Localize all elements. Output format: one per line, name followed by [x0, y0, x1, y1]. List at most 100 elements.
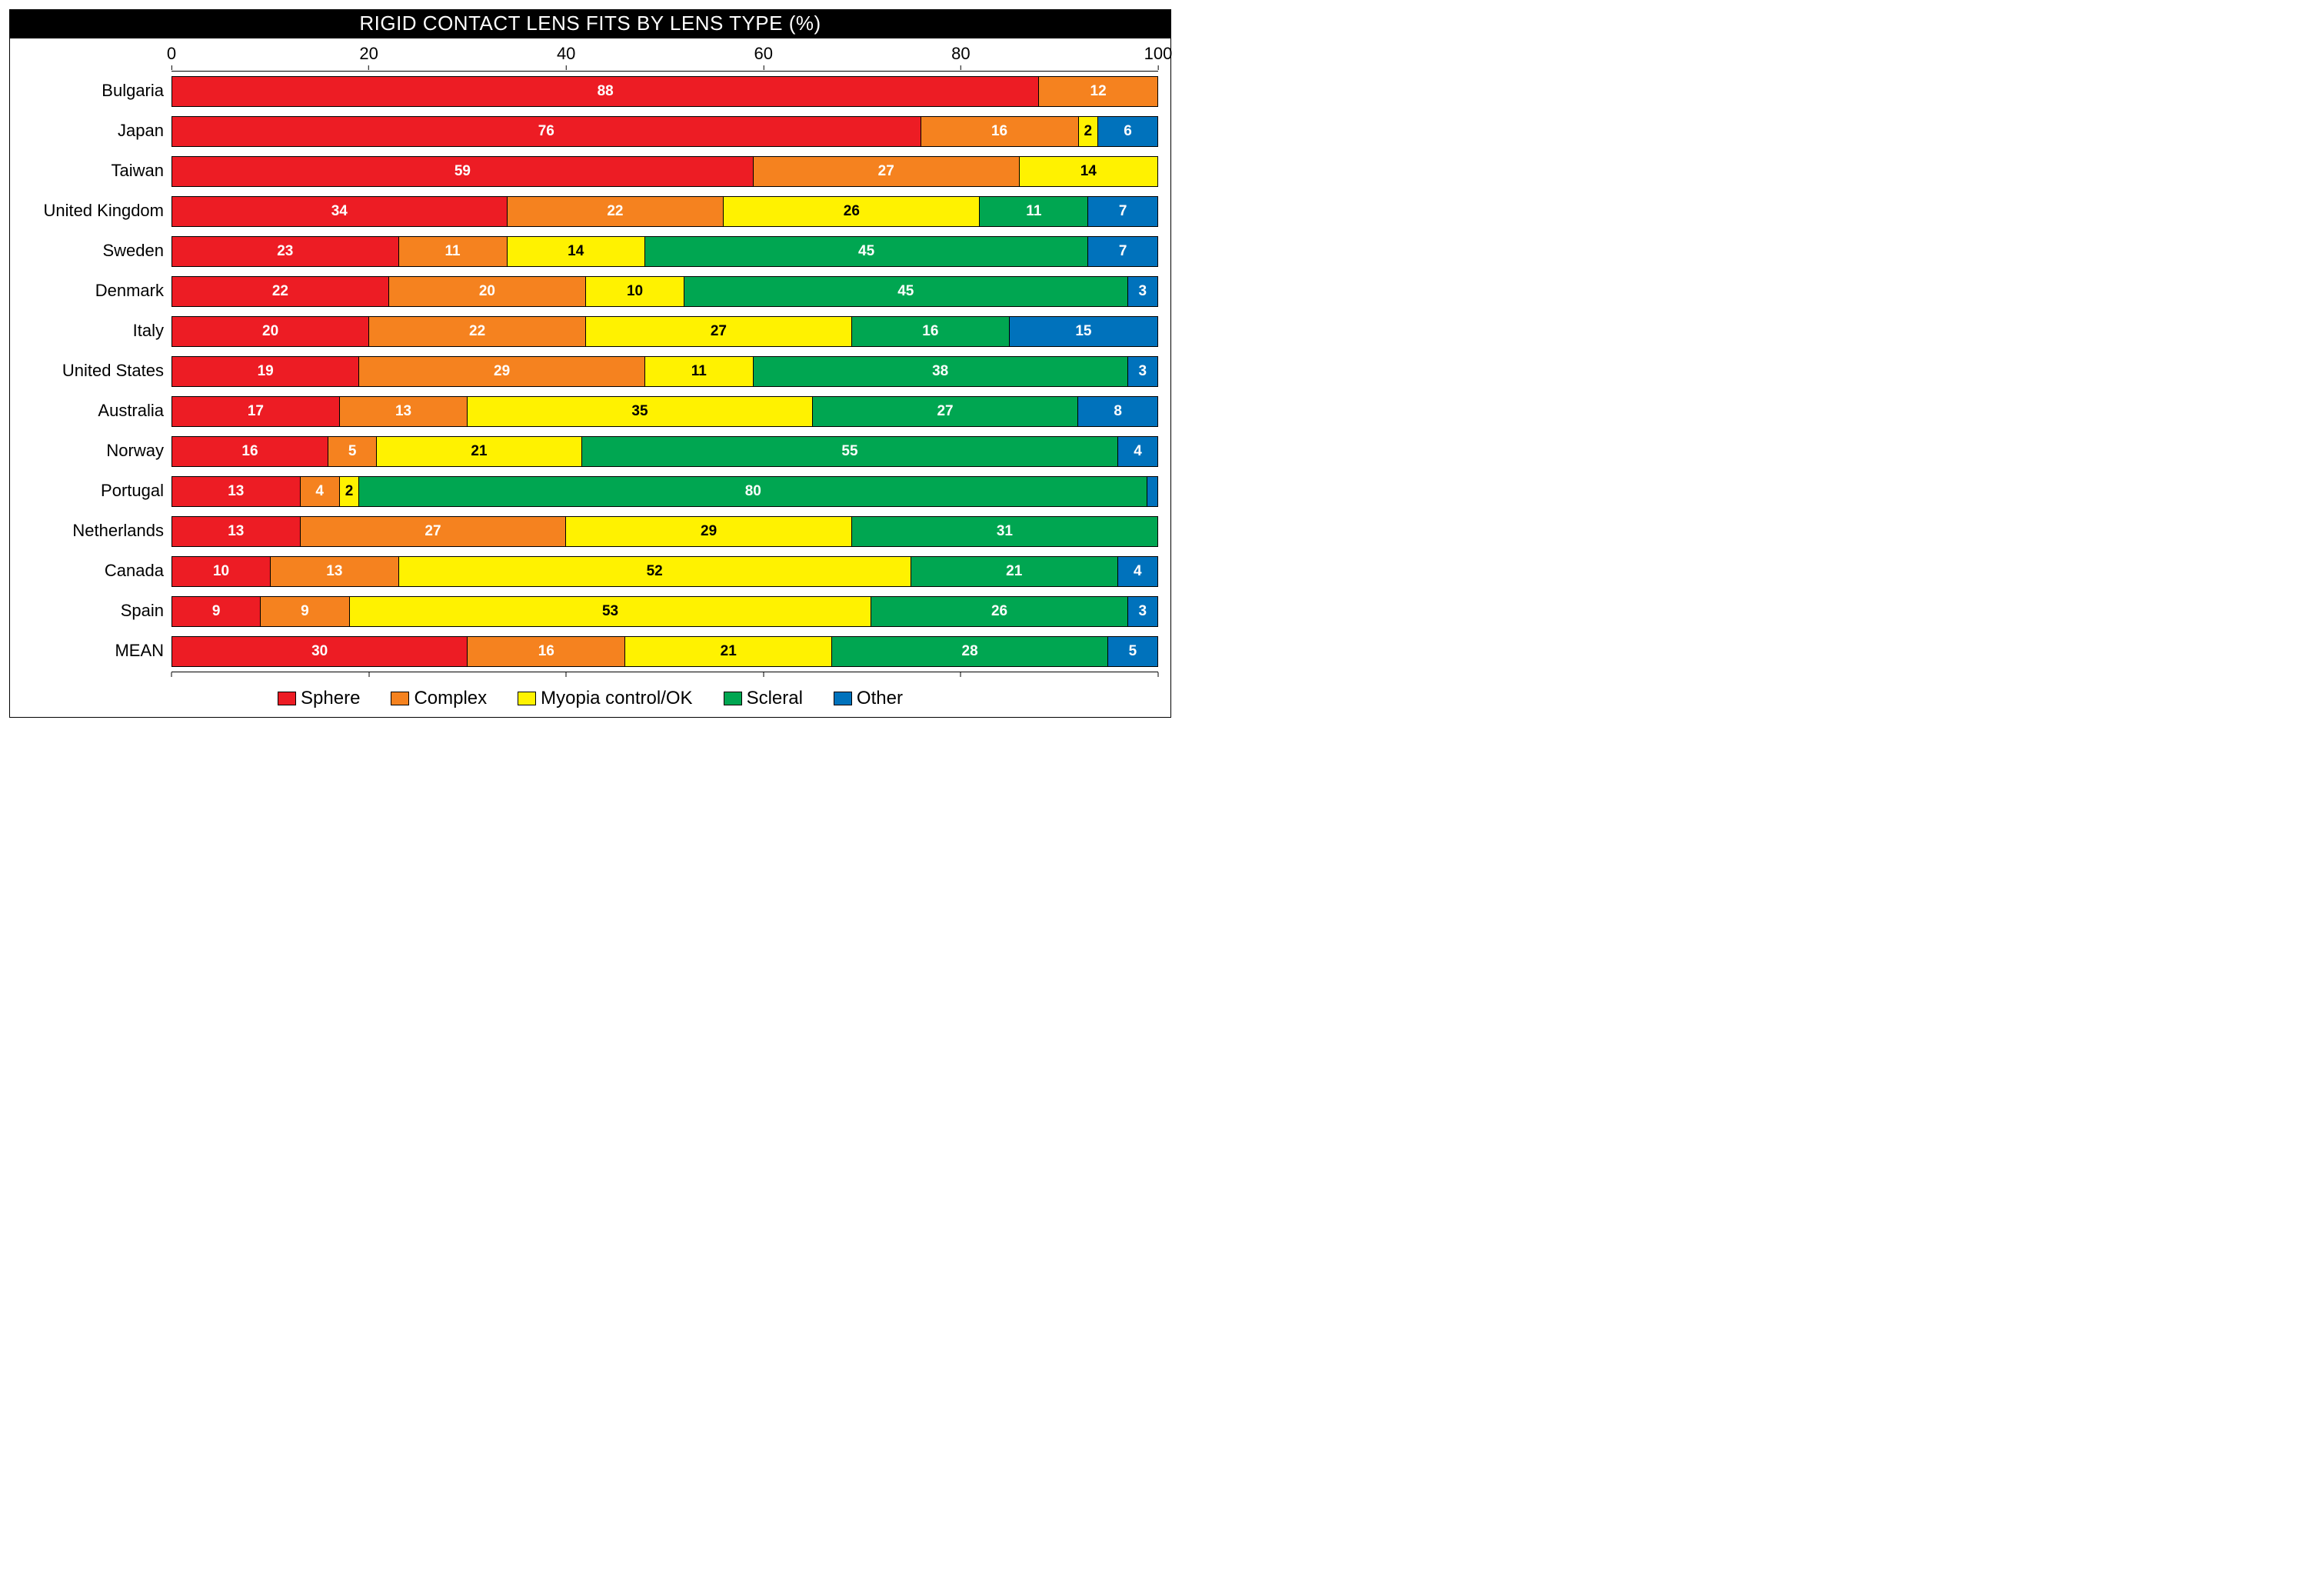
bar-segment-sphere: 13 — [172, 517, 301, 546]
bar-segment-other: 7 — [1088, 237, 1157, 266]
bar-segment-myopia: 2 — [340, 477, 360, 506]
bar-track: 8812 — [171, 76, 1158, 107]
bar-segment-scleral: 80 — [359, 477, 1147, 506]
bar-segment-scleral: 27 — [813, 397, 1079, 426]
country-label: Spain — [18, 591, 171, 631]
bar-track: 231114457 — [171, 236, 1158, 267]
bar-segment-scleral: 28 — [832, 637, 1108, 666]
bar-segment-other: 8 — [1078, 397, 1157, 426]
bar-row: 171335278 — [171, 392, 1158, 432]
legend-item-other: Other — [834, 688, 903, 709]
chart-title: RIGID CONTACT LENS FITS BY LENS TYPE (%) — [10, 10, 1170, 38]
bar-segment-myopia: 29 — [566, 517, 851, 546]
bar-segment-scleral: 55 — [582, 437, 1119, 466]
bar-row: 342226117 — [171, 192, 1158, 232]
bar-segment-complex: 11 — [399, 237, 508, 266]
bar-segment-other: 3 — [1128, 597, 1157, 626]
bar-track: 2022271615 — [171, 316, 1158, 347]
bar-segment-complex: 29 — [359, 357, 644, 386]
bar-row: 2022271615 — [171, 312, 1158, 352]
bar-segment-sphere: 13 — [172, 477, 301, 506]
legend-swatch — [278, 692, 296, 705]
legend-label: Complex — [414, 688, 487, 709]
legend: Sphere Complex Myopia control/OK Scleral Oth… — [10, 683, 1170, 717]
bar-segment-complex: 5 — [328, 437, 377, 466]
bar-row: 192911383 — [171, 352, 1158, 392]
bar-track: 761626 — [171, 116, 1158, 147]
x-axis-bottom — [171, 672, 1158, 680]
bar-row: 101352214 — [171, 552, 1158, 592]
legend-label: Scleral — [747, 688, 803, 709]
legend-label: Myopia control/OK — [541, 688, 692, 709]
bar-segment-scleral: 16 — [852, 317, 1010, 346]
bar-segment-complex: 12 — [1039, 77, 1157, 106]
x-tick-label: 0 — [167, 44, 176, 70]
bar-segment-complex: 27 — [301, 517, 567, 546]
bar-track: 101352214 — [171, 556, 1158, 587]
x-tick-label: 40 — [557, 44, 575, 70]
bar-segment-other: 3 — [1128, 277, 1157, 306]
bar-row: 16521554 — [171, 432, 1158, 472]
legend-item-sphere: Sphere — [278, 688, 360, 709]
x-tick-mark — [1158, 672, 1159, 677]
bar-track: 13272931 — [171, 516, 1158, 547]
bar-segment-complex: 13 — [340, 397, 468, 426]
bar-segment-other: 4 — [1118, 557, 1157, 586]
bar-track: 301621285 — [171, 636, 1158, 667]
bar-track: 192911383 — [171, 356, 1158, 387]
country-label: Sweden — [18, 231, 171, 271]
country-label: Portugal — [18, 471, 171, 511]
bar-segment-complex: 16 — [468, 637, 625, 666]
bar-segment-sphere: 22 — [172, 277, 389, 306]
bar-track: 16521554 — [171, 436, 1158, 467]
legend-swatch — [391, 692, 409, 705]
bar-segment-sphere: 10 — [172, 557, 271, 586]
bar-segment-sphere: 34 — [172, 197, 508, 226]
bar-row: 231114457 — [171, 232, 1158, 272]
x-tick-label: 80 — [951, 44, 970, 70]
bar-track: 134280 — [171, 476, 1158, 507]
y-axis-labels: BulgariaJapanTaiwanUnited KingdomSwedenD… — [18, 43, 171, 680]
x-tick-mark — [763, 672, 764, 677]
bar-track: 222010453 — [171, 276, 1158, 307]
legend-swatch — [724, 692, 742, 705]
x-tick-label: 20 — [359, 44, 378, 70]
bar-segment-scleral: 45 — [645, 237, 1088, 266]
country-label: MEAN — [18, 631, 171, 671]
bar-segment-other: 4 — [1118, 437, 1157, 466]
country-label: Australia — [18, 391, 171, 431]
bar-row: 9953263 — [171, 592, 1158, 632]
bar-segment-sphere: 20 — [172, 317, 369, 346]
bar-segment-complex: 22 — [508, 197, 724, 226]
legend-item-myopia: Myopia control/OK — [518, 688, 692, 709]
bar-segment-sphere: 19 — [172, 357, 359, 386]
bar-segment-sphere: 23 — [172, 237, 399, 266]
legend-item-scleral: Scleral — [724, 688, 803, 709]
bar-segment-myopia: 2 — [1079, 117, 1099, 146]
bar-row: 8812 — [171, 72, 1158, 112]
bar-segment-sphere: 88 — [172, 77, 1039, 106]
bar-segment-other: 3 — [1128, 357, 1157, 386]
legend-label: Other — [857, 688, 903, 709]
bar-segment-other — [1147, 477, 1157, 506]
x-tick-mark — [566, 672, 567, 677]
bar-segment-myopia: 21 — [625, 637, 832, 666]
country-label: Netherlands — [18, 511, 171, 551]
bar-segment-scleral: 31 — [852, 517, 1157, 546]
bar-segment-complex: 4 — [301, 477, 340, 506]
bar-segment-sphere: 30 — [172, 637, 468, 666]
x-tick-mark — [171, 672, 172, 677]
country-label: Taiwan — [18, 151, 171, 191]
bar-segment-sphere: 9 — [172, 597, 261, 626]
legend-item-complex: Complex — [391, 688, 487, 709]
bar-segment-myopia: 21 — [377, 437, 581, 466]
bar-segment-sphere: 76 — [172, 117, 921, 146]
bar-segment-myopia: 11 — [645, 357, 754, 386]
x-axis-top: 020406080100 — [171, 43, 1158, 71]
bar-segment-complex: 16 — [921, 117, 1079, 146]
bar-segment-myopia: 10 — [586, 277, 684, 306]
bar-row: 761626 — [171, 112, 1158, 152]
country-label: United States — [18, 351, 171, 391]
bar-track: 592714 — [171, 156, 1158, 187]
bar-segment-other: 5 — [1108, 637, 1157, 666]
